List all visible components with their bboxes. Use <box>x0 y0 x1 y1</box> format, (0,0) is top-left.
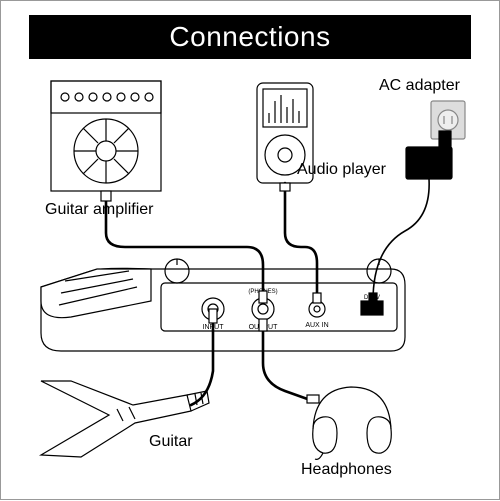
label-headphones: Headphones <box>301 461 392 479</box>
amplifier-icon <box>51 81 161 191</box>
cable-audioplayer-to-auxin <box>285 183 317 301</box>
cable-output-to-headphones <box>263 321 313 401</box>
cable-acadapter-to-dc <box>373 179 429 301</box>
label-guitar: Guitar <box>149 433 193 451</box>
label-guitar-amplifier: Guitar amplifier <box>45 201 153 219</box>
label-ac-adapter: AC adapter <box>379 77 460 95</box>
connections-diagram: Connections <box>0 0 500 500</box>
pedal-unit-icon: INPUT (PHONES) OUTPUT AUX IN DC9V <box>41 259 405 351</box>
headphones-icon <box>313 387 392 459</box>
port-label-phones: (PHONES) <box>248 289 277 295</box>
port-label-input: INPUT <box>203 324 225 331</box>
label-audio-player: Audio player <box>297 161 386 179</box>
diagram-canvas: INPUT (PHONES) OUTPUT AUX IN DC9V <box>1 1 500 501</box>
port-label-dc: DC9V <box>364 295 380 301</box>
port-label-auxin: AUX IN <box>305 322 328 329</box>
ac-adapter-icon <box>406 101 465 179</box>
cable-guitar-to-input <box>191 319 213 405</box>
page-title: Connections <box>29 15 471 59</box>
port-label-output: OUTPUT <box>249 324 279 331</box>
